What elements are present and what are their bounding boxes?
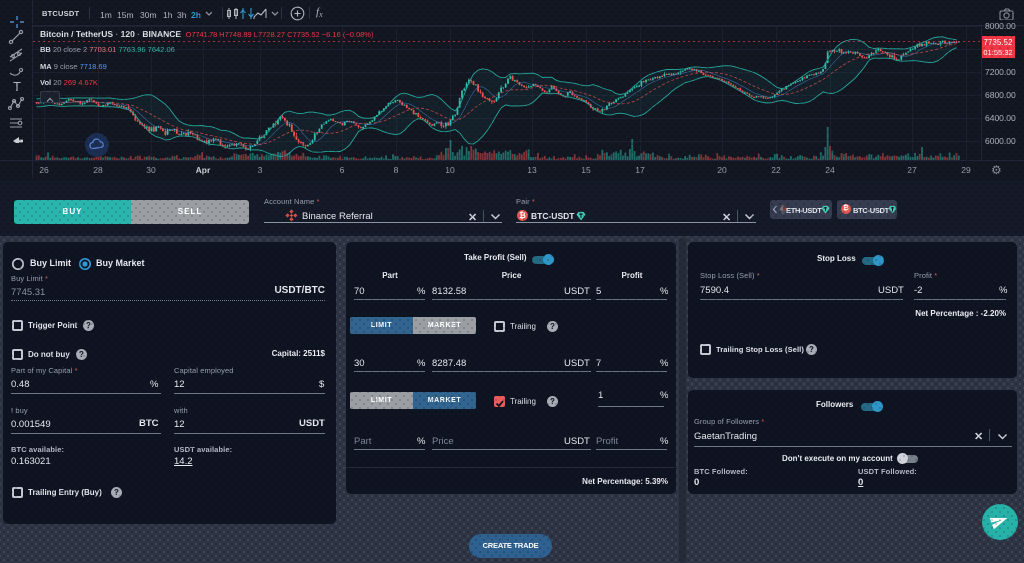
svg-text:T: T xyxy=(13,79,21,94)
